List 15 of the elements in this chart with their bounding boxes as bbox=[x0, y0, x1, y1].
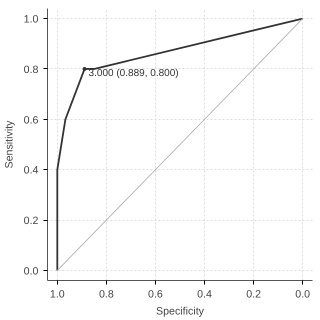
annotation: 3.000 (0.889, 0.800) bbox=[88, 68, 179, 79]
y-tick-label: 0.0 bbox=[24, 265, 39, 278]
x-tick-label: 0.4 bbox=[197, 288, 212, 300]
y-axis-title: Sensitivity bbox=[4, 120, 16, 168]
x-tick-label: 0.0 bbox=[295, 288, 310, 300]
y-tick-label: 0.2 bbox=[24, 215, 39, 228]
y-tick-label: 1.0 bbox=[24, 14, 39, 26]
y-tick-label: 0.4 bbox=[24, 164, 39, 177]
y-tick-label: 0.6 bbox=[24, 114, 39, 126]
x-tick-label: 0.6 bbox=[148, 288, 163, 300]
x-tick-label: 0.8 bbox=[98, 288, 114, 300]
y-tick-label: 0.8 bbox=[24, 64, 39, 76]
x-tick-label: 0.2 bbox=[246, 288, 262, 300]
x-tick-label: 1.0 bbox=[50, 288, 65, 300]
x-axis-title: Specificity bbox=[156, 306, 205, 318]
